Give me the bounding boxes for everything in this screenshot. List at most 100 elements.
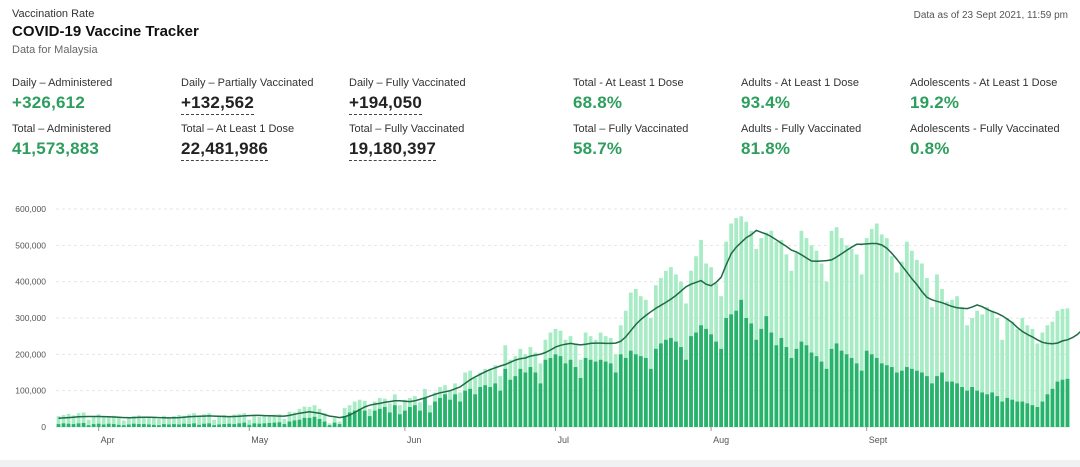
stat-value[interactable]: 22,481,986 [181, 139, 269, 161]
stat-value[interactable]: 19,180,397 [349, 139, 437, 161]
bar-dose2 [382, 407, 387, 427]
bar-total [146, 417, 151, 427]
bar-dose2 [71, 424, 76, 427]
bar-dose2 [573, 367, 578, 427]
bar-dose2 [719, 348, 724, 427]
bar-total [222, 415, 227, 427]
stat-daily-partially-vaccinated[interactable]: Daily – Partially Vaccinated +132,562 [181, 77, 313, 115]
bar-total [894, 272, 899, 427]
bar-total [839, 238, 844, 427]
y-tick-label: 500,000 [15, 240, 46, 250]
vaccination-chart[interactable]: 0 100,000 200,000 300,000 400,000 500,000 600,… [0, 195, 1080, 450]
x-tick-label: Sept [869, 435, 888, 445]
stat-value: 93.4% [741, 93, 791, 112]
bar-total [995, 318, 1000, 427]
stat-value: 68.8% [573, 93, 623, 112]
bar-dose2 [232, 424, 237, 427]
stat-value: 81.8% [741, 139, 791, 158]
bar-total [131, 416, 136, 427]
bar-dose2 [162, 424, 166, 427]
bar-total [262, 415, 267, 427]
bar-dose2 [468, 388, 473, 427]
bar-dose2 [86, 425, 91, 427]
bar-dose2 [131, 423, 136, 427]
bar-dose2 [367, 416, 372, 427]
bar-dose2 [332, 422, 337, 427]
bar-total [899, 261, 904, 427]
stat-daily-fully-vaccinated[interactable]: Daily – Fully Vaccinated +194,050 [349, 77, 466, 115]
bar-total [141, 416, 146, 427]
bar-total [814, 250, 819, 427]
bar-total [980, 314, 985, 427]
bar-total [940, 288, 944, 427]
bar-total [312, 405, 317, 427]
bar-dose2 [297, 419, 302, 427]
bar-dose2 [894, 372, 899, 427]
bar-dose2 [563, 363, 568, 427]
stat-value: +326,612 [12, 93, 85, 112]
bar-total [111, 415, 116, 427]
bar-dose2 [372, 410, 377, 427]
bar-dose2 [91, 424, 96, 427]
bar-total [884, 238, 889, 427]
bar-dose2 [513, 376, 518, 427]
bar-total [955, 296, 959, 427]
stat-label: Total – At Least 1 Dose [181, 123, 295, 135]
bar-total [889, 256, 894, 427]
bar-total [754, 248, 759, 427]
bar-dose2 [347, 412, 352, 427]
bar-dose2 [423, 397, 427, 427]
bar-dose2 [247, 424, 252, 427]
bar-dose2 [458, 401, 462, 427]
bar-dose2 [583, 357, 588, 427]
bar-dose2 [834, 343, 839, 427]
bar-dose2 [508, 379, 513, 427]
bar-total [152, 416, 156, 427]
bar-dose2 [1035, 407, 1040, 427]
bar-total [192, 413, 196, 427]
bar-dose2 [814, 356, 819, 427]
bar-dose2 [81, 423, 86, 427]
stat-value[interactable]: +132,562 [181, 93, 254, 115]
stat-label: Adults - At Least 1 Dose [741, 77, 860, 89]
bar-total [162, 415, 166, 427]
bar-dose2 [111, 424, 116, 427]
bar-total [1015, 328, 1020, 427]
bar-dose2 [864, 350, 869, 427]
bar-dose2 [272, 422, 277, 427]
bar-total [809, 245, 814, 427]
bar-total [985, 307, 990, 427]
bar-dose2 [598, 359, 603, 427]
stat-label: Total – Administered [12, 123, 112, 135]
stat-total-at-least-1-dose[interactable]: Total – At Least 1 Dose 22,481,986 [181, 123, 294, 161]
bar-dose2 [498, 390, 503, 427]
stat-value[interactable]: +194,050 [349, 93, 422, 115]
stat-value: 0.8% [910, 139, 950, 158]
bar-dose2 [844, 354, 849, 427]
bar-total [1035, 343, 1040, 427]
bar-total [844, 245, 849, 427]
bar-total [1000, 339, 1005, 427]
bar-total [202, 414, 206, 427]
bar-dose2 [633, 354, 638, 427]
bar-dose2 [618, 354, 623, 427]
bar-dose2 [302, 417, 307, 427]
bar-dose2 [217, 424, 222, 427]
bar-total [332, 417, 337, 427]
bar-total [930, 307, 934, 427]
bar-dose2 [277, 422, 282, 427]
bar-total [167, 417, 171, 427]
bar-total [177, 415, 181, 427]
bar-dose2 [1000, 401, 1005, 427]
bar-dose2 [1010, 399, 1015, 427]
bar-dose2 [337, 424, 342, 427]
bar-total [779, 239, 784, 427]
bar-dose2 [739, 299, 744, 427]
bar-total [769, 230, 774, 427]
bar-dose2 [377, 408, 382, 427]
bar-total [864, 238, 869, 427]
y-tick-label: 0 [41, 422, 46, 432]
stat-total-fully-vaccinated[interactable]: Total – Fully Vaccinated 19,180,397 [349, 123, 464, 161]
bar-dose2 [312, 416, 317, 427]
bar-dose2 [568, 359, 573, 427]
